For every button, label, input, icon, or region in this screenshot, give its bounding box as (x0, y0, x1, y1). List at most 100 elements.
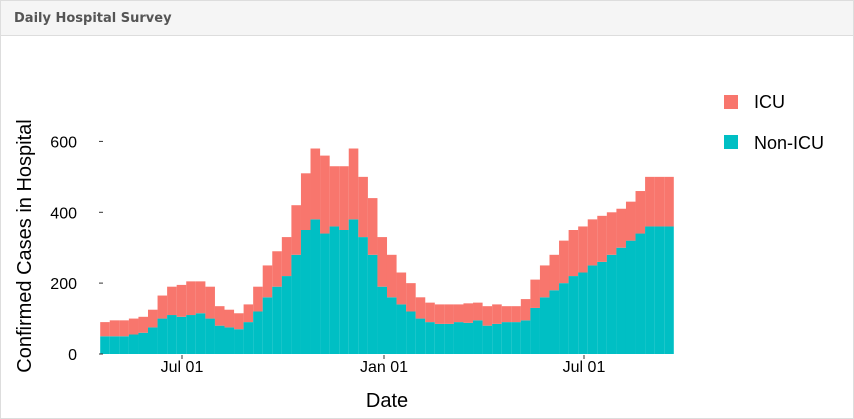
y-tick-label: 200 (50, 276, 77, 293)
hospital-chart: 0 200 400 600 Jul 01 Jan 01 Jul 01 Date Confi… (14, 92, 824, 412)
bar-icu (625, 201, 636, 241)
bar-non-icu (128, 334, 139, 354)
bar-non-icu (100, 336, 110, 354)
bars-group (100, 148, 674, 354)
bar-icu (320, 155, 330, 234)
bar-icu (329, 166, 340, 227)
bar-non-icu (234, 329, 244, 354)
bar-icu (539, 265, 550, 298)
bar-icu (148, 309, 158, 328)
x-tick-label: Jul 01 (563, 359, 606, 376)
bar-non-icu (444, 323, 454, 354)
bar-non-icu (329, 226, 340, 354)
bar-non-icu (549, 290, 560, 354)
bar-non-icu (243, 322, 254, 354)
bar-non-icu (463, 322, 474, 354)
x-tick-label: Jul 01 (161, 359, 204, 376)
bar-icu (138, 316, 149, 333)
bar-non-icu (367, 254, 378, 354)
bar-non-icu (616, 247, 626, 354)
bar-non-icu (635, 233, 646, 354)
bar-non-icu (434, 323, 445, 354)
bar-icu (530, 279, 540, 308)
legend-swatch-non-icu (724, 135, 738, 149)
bar-icu (434, 304, 445, 324)
bar-non-icu (406, 311, 416, 354)
bar-non-icu (578, 272, 588, 354)
y-axis-title: Confirmed Cases in Hospital (14, 119, 36, 372)
legend: ICU Non-ICU (724, 92, 824, 153)
bar-icu (195, 281, 206, 314)
bar-non-icu (224, 327, 235, 354)
bar-non-icu (272, 286, 282, 354)
bar-icu (616, 208, 626, 248)
bar-non-icu (148, 327, 158, 354)
bar-non-icu (119, 336, 129, 354)
bar-non-icu (358, 237, 368, 354)
bar-non-icu (339, 230, 349, 354)
bar-non-icu (109, 336, 120, 354)
x-tick-label: Jan 01 (360, 359, 408, 376)
bar-icu (128, 318, 139, 335)
bar-non-icu (386, 297, 397, 354)
bar-icu (444, 304, 454, 324)
bar-non-icu (253, 311, 263, 354)
bar-icu (205, 286, 215, 319)
bar-icu (300, 173, 311, 230)
bar-non-icu (473, 320, 483, 354)
bar-icu (272, 251, 282, 287)
bar-icu (291, 205, 301, 255)
bar-non-icu (539, 297, 550, 354)
bar-non-icu (320, 233, 330, 354)
bar-icu (396, 272, 407, 305)
bar-non-icu (606, 254, 617, 354)
bar-icu (492, 304, 502, 324)
bar-non-icu (501, 322, 512, 354)
bar-icu (463, 303, 474, 323)
bar-icu (406, 283, 416, 312)
bar-icu (568, 230, 579, 277)
legend-label-non-icu: Non-ICU (754, 133, 824, 153)
bar-non-icu (482, 325, 493, 354)
bar-icu (157, 295, 168, 319)
bar-non-icu (520, 320, 531, 354)
bar-icu (635, 191, 646, 234)
x-axis: Jul 01 Jan 01 Jul 01 (161, 355, 606, 376)
y-tick-label: 0 (68, 347, 77, 364)
bar-non-icu (214, 325, 225, 354)
y-tick-label: 400 (50, 205, 77, 222)
bar-non-icu (310, 219, 321, 354)
bar-non-icu (377, 286, 388, 354)
bar-non-icu (415, 318, 426, 354)
bar-non-icu (587, 265, 598, 354)
bar-icu (664, 176, 674, 227)
bar-icu (520, 299, 531, 321)
bar-icu (109, 320, 120, 337)
bar-non-icu (205, 318, 215, 354)
panel-header: Daily Hospital Survey (1, 1, 853, 36)
bar-icu (453, 304, 464, 323)
bar-non-icu (492, 323, 502, 354)
bar-icu (367, 198, 378, 255)
bar-icu (549, 254, 560, 291)
bar-icu (348, 148, 359, 220)
bar-icu (597, 215, 607, 262)
bar-icu (473, 302, 483, 321)
bar-icu (339, 166, 349, 230)
bar-non-icu (396, 304, 407, 354)
bar-icu (501, 306, 512, 323)
bar-non-icu (291, 254, 301, 354)
panel-title: Daily Hospital Survey (14, 11, 172, 26)
bar-non-icu (645, 226, 655, 354)
bar-non-icu (654, 226, 665, 354)
bar-icu (100, 322, 110, 337)
bar-icu (224, 309, 235, 328)
bar-icu (214, 306, 225, 326)
bar-non-icu (167, 315, 177, 354)
bar-icu (281, 237, 292, 277)
bar-icu (119, 320, 129, 337)
bar-non-icu (425, 322, 435, 354)
bar-icu (253, 286, 263, 312)
bar-icu (645, 176, 655, 227)
